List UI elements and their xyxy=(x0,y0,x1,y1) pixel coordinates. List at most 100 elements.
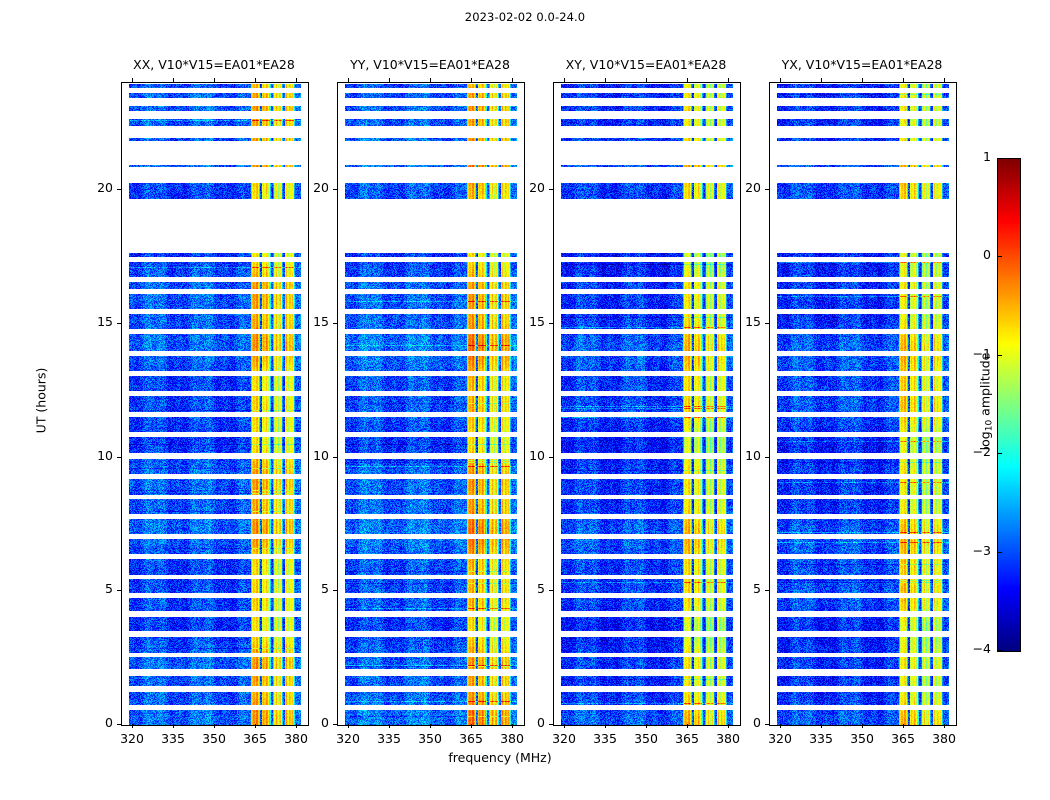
y-tick-mark xyxy=(765,323,769,324)
x-tick-mark-top xyxy=(821,78,822,82)
y-tick-label: 10 xyxy=(97,448,113,463)
x-tick-mark xyxy=(255,724,256,728)
waterfall-panel-yx[interactable] xyxy=(769,82,957,726)
x-tick-mark xyxy=(780,724,781,728)
x-tick-label: 335 xyxy=(593,731,617,746)
x-tick-mark-top xyxy=(255,78,256,82)
y-tick-mark xyxy=(549,323,553,324)
x-tick-mark-top xyxy=(296,78,297,82)
y-tick-label: 20 xyxy=(745,180,761,195)
colorbar-label-subscript: 10 xyxy=(984,419,995,432)
y-tick-label: 15 xyxy=(529,314,545,329)
figure-suptitle: 2023-02-02 0.0-24.0 xyxy=(464,10,586,24)
x-tick-mark xyxy=(132,724,133,728)
y-tick-mark xyxy=(549,457,553,458)
x-tick-label: 320 xyxy=(768,731,792,746)
x-tick-mark xyxy=(944,724,945,728)
y-tick-mark xyxy=(117,457,121,458)
y-tick-label: 5 xyxy=(753,581,761,596)
waterfall-panel-xy[interactable] xyxy=(553,82,741,726)
x-tick-mark-top xyxy=(728,78,729,82)
y-tick-mark xyxy=(117,323,121,324)
x-tick-label: 380 xyxy=(932,731,956,746)
y-tick-label: 0 xyxy=(753,715,761,730)
y-tick-label: 10 xyxy=(745,448,761,463)
x-tick-mark xyxy=(214,724,215,728)
x-tick-mark xyxy=(646,724,647,728)
y-tick-mark xyxy=(333,189,337,190)
x-tick-label: 365 xyxy=(891,731,915,746)
y-tick-mark xyxy=(333,724,337,725)
x-tick-label: 320 xyxy=(120,731,144,746)
y-tick-label: 15 xyxy=(745,314,761,329)
y-axis-label: UT (hours) xyxy=(33,367,49,434)
colorbar-tick-label: −3 xyxy=(972,543,991,558)
waterfall-panel-xx[interactable] xyxy=(121,82,309,726)
x-axis-label: frequency (MHz) xyxy=(448,750,552,765)
y-tick-label: 5 xyxy=(105,581,113,596)
y-tick-mark xyxy=(117,590,121,591)
x-tick-label: 380 xyxy=(500,731,524,746)
x-tick-mark-top xyxy=(780,78,781,82)
x-tick-mark-top xyxy=(512,78,513,82)
x-tick-mark-top xyxy=(646,78,647,82)
y-tick-mark xyxy=(765,724,769,725)
x-tick-mark-top xyxy=(389,78,390,82)
y-tick-mark xyxy=(765,457,769,458)
x-tick-label: 350 xyxy=(850,731,874,746)
waterfall-image-xx xyxy=(122,83,308,725)
y-tick-label: 0 xyxy=(105,715,113,730)
x-tick-mark-top xyxy=(862,78,863,82)
waterfall-panel-yy[interactable] xyxy=(337,82,525,726)
x-tick-mark-top xyxy=(214,78,215,82)
x-tick-mark xyxy=(430,724,431,728)
y-tick-label: 20 xyxy=(97,180,113,195)
x-tick-label: 350 xyxy=(202,731,226,746)
y-tick-mark xyxy=(333,323,337,324)
colorbar-tick-mark xyxy=(997,256,1002,257)
y-tick-mark xyxy=(333,590,337,591)
x-tick-mark xyxy=(564,724,565,728)
y-tick-label: 20 xyxy=(529,180,545,195)
colorbar-label: log10 amplitude xyxy=(977,332,995,472)
x-tick-mark xyxy=(605,724,606,728)
waterfall-image-xy xyxy=(554,83,740,725)
panel-title-xx: XX, V10*V15=EA01*EA28 xyxy=(133,57,295,72)
x-tick-mark-top xyxy=(564,78,565,82)
waterfall-image-yx xyxy=(770,83,956,725)
panel-title-yx: YX, V10*V15=EA01*EA28 xyxy=(781,57,943,72)
x-tick-mark xyxy=(862,724,863,728)
x-tick-mark-top xyxy=(605,78,606,82)
colorbar-tick-mark xyxy=(997,158,1002,159)
x-tick-mark xyxy=(296,724,297,728)
colorbar-gradient xyxy=(998,159,1020,651)
y-tick-label: 10 xyxy=(529,448,545,463)
x-tick-label: 365 xyxy=(243,731,267,746)
x-tick-label: 335 xyxy=(377,731,401,746)
x-tick-mark xyxy=(821,724,822,728)
colorbar-tick-mark xyxy=(997,552,1002,553)
y-tick-mark xyxy=(333,457,337,458)
x-tick-mark xyxy=(903,724,904,728)
x-tick-mark xyxy=(687,724,688,728)
colorbar[interactable] xyxy=(997,158,1021,652)
colorbar-label-prefix: log xyxy=(977,431,993,451)
x-tick-mark-top xyxy=(173,78,174,82)
colorbar-tick-label: −2 xyxy=(972,444,991,459)
x-tick-mark-top xyxy=(430,78,431,82)
x-tick-label: 380 xyxy=(284,731,308,746)
colorbar-tick-mark xyxy=(997,355,1002,356)
y-tick-mark xyxy=(549,189,553,190)
colorbar-tick-label: −4 xyxy=(972,641,991,656)
x-tick-mark xyxy=(389,724,390,728)
x-tick-mark xyxy=(728,724,729,728)
y-tick-mark xyxy=(117,724,121,725)
x-tick-mark-top xyxy=(132,78,133,82)
colorbar-tick-mark xyxy=(997,650,1002,651)
waterfall-image-yy xyxy=(338,83,524,725)
y-tick-mark xyxy=(549,590,553,591)
colorbar-label-suffix: amplitude xyxy=(977,352,993,420)
y-tick-label: 0 xyxy=(321,715,329,730)
y-tick-label: 15 xyxy=(313,314,329,329)
